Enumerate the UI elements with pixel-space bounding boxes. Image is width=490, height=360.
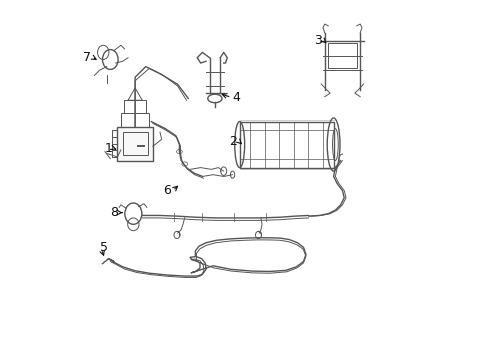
Bar bbox=[328, 43, 357, 68]
Text: 7: 7 bbox=[83, 50, 91, 63]
Text: 4: 4 bbox=[233, 91, 241, 104]
Bar bbox=[124, 100, 146, 113]
Bar bbox=[118, 127, 153, 161]
Bar bbox=[121, 113, 149, 127]
Text: 8: 8 bbox=[110, 206, 118, 219]
Text: 6: 6 bbox=[163, 184, 172, 197]
Text: 3: 3 bbox=[315, 34, 322, 47]
Text: 5: 5 bbox=[100, 241, 108, 254]
Bar bbox=[122, 132, 147, 155]
Text: 1: 1 bbox=[104, 141, 112, 154]
Bar bbox=[240, 122, 334, 168]
Text: 2: 2 bbox=[229, 135, 237, 148]
